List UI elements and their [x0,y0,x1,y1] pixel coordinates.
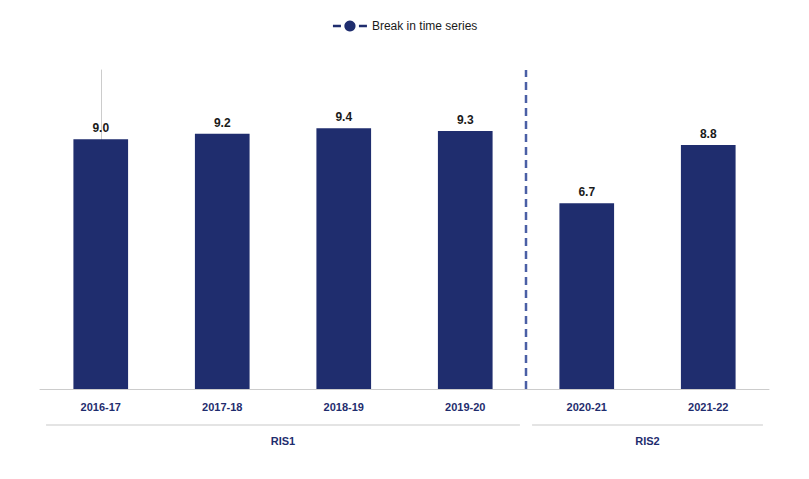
svg-text:Break in time series: Break in time series [372,19,477,33]
svg-text:2021-22: 2021-22 [688,401,728,413]
svg-text:9.0: 9.0 [92,121,109,135]
svg-text:RIS2: RIS2 [635,435,659,447]
svg-text:2019-20: 2019-20 [445,401,485,413]
svg-text:8.8: 8.8 [700,127,717,141]
svg-text:RIS1: RIS1 [271,435,295,447]
svg-text:9.3: 9.3 [457,113,474,127]
svg-text:2018-19: 2018-19 [324,401,364,413]
svg-text:9.4: 9.4 [335,110,352,124]
svg-text:2020-21: 2020-21 [567,401,607,413]
svg-text:2017-18: 2017-18 [202,401,242,413]
svg-text:6.7: 6.7 [578,185,595,199]
svg-text:2016-17: 2016-17 [81,401,121,413]
svg-text:9.2: 9.2 [214,116,231,130]
